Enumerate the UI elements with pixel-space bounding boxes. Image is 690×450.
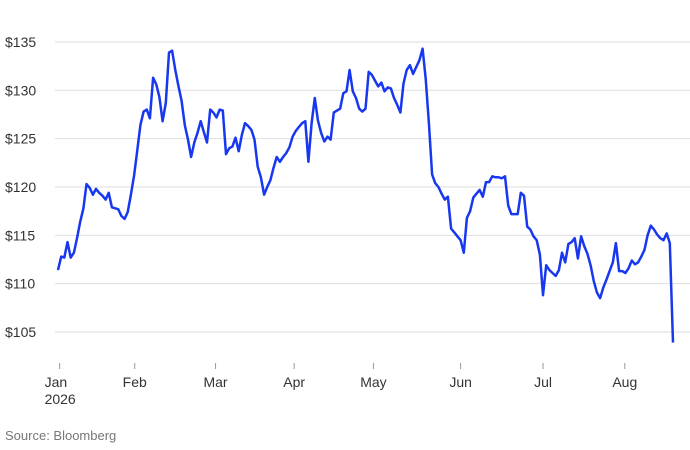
- x-tick-label: Jul: [534, 374, 552, 390]
- y-tick-label: $110: [5, 276, 35, 292]
- x-tick-label: Jun: [449, 374, 472, 390]
- y-tick-label: $130: [5, 82, 36, 98]
- y-tick-label: $105: [5, 324, 36, 340]
- x-tick-label: May: [360, 374, 386, 390]
- source-note: Source: Bloomberg: [5, 428, 116, 443]
- price-line: [56, 47, 675, 343]
- x-tick-label: Jan 2026: [45, 374, 76, 407]
- x-tick-label: Apr: [283, 374, 305, 390]
- x-tick-label: Mar: [203, 374, 227, 390]
- x-tick-label: Feb: [123, 374, 147, 390]
- y-tick-label: $135: [5, 34, 36, 50]
- x-tick-label: Aug: [612, 374, 637, 390]
- y-tick-label: $115: [5, 227, 35, 243]
- y-tick-label: $120: [5, 179, 36, 195]
- y-tick-label: $125: [5, 131, 36, 147]
